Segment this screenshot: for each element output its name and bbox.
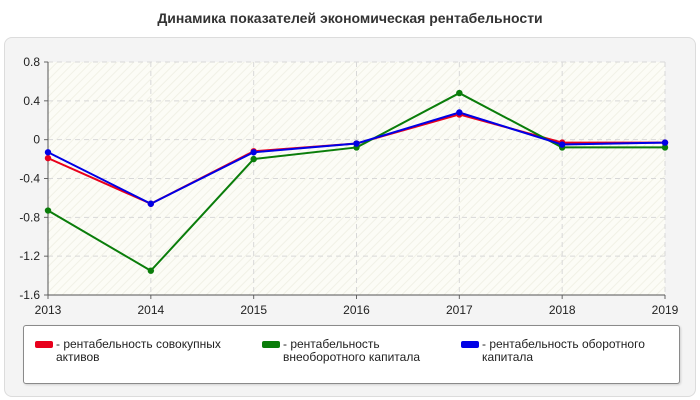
data-point-noncurrent bbox=[44, 207, 52, 214]
y-tick-label: -0.4 bbox=[19, 172, 40, 186]
data-point-current bbox=[353, 140, 360, 147]
x-tick-label: 2019 bbox=[652, 303, 679, 317]
data-point-noncurrent bbox=[661, 144, 669, 151]
legend-swatch-red bbox=[35, 341, 53, 348]
y-tick-label: 0.8 bbox=[23, 55, 40, 69]
y-tick-label: -1.2 bbox=[19, 249, 40, 263]
y-axis-tick-labels: 0.8 0.4 0 -0.4 -0.8 -1.2 -1.6 bbox=[19, 55, 40, 302]
legend-item-current[interactable]: - рентабельность оборотного капитала bbox=[461, 338, 666, 364]
data-point-current bbox=[44, 149, 52, 156]
x-tick-label: 2018 bbox=[549, 303, 576, 317]
data-point-current bbox=[456, 109, 463, 116]
legend-label: - рентабельность внеоборотного капитала bbox=[283, 337, 420, 364]
x-tick-label: 2015 bbox=[240, 303, 267, 317]
x-tick-label: 2013 bbox=[35, 303, 62, 317]
x-tick-label: 2017 bbox=[446, 303, 473, 317]
legend-label: - рентабельность оборотного капитала bbox=[482, 337, 645, 364]
data-point-current bbox=[558, 141, 566, 148]
x-tick-label: 2014 bbox=[137, 303, 164, 317]
data-point-noncurrent bbox=[456, 89, 463, 97]
legend-swatch-blue bbox=[461, 341, 479, 348]
data-point-current bbox=[250, 149, 257, 156]
y-tick-label: -1.6 bbox=[19, 288, 40, 302]
data-point-noncurrent bbox=[250, 155, 257, 163]
legend-item-assets[interactable]: - рентабельность совокупных активов bbox=[35, 338, 250, 364]
legend-item-noncurrent[interactable]: - рентабельность внеоборотного капитала bbox=[262, 338, 442, 364]
data-point-current bbox=[661, 139, 669, 146]
data-point-noncurrent bbox=[147, 267, 155, 274]
series-group bbox=[44, 89, 669, 274]
y-tick-label: 0 bbox=[33, 133, 40, 147]
legend-swatch-green bbox=[262, 341, 280, 348]
chart-title: Динамика показателей экономическая рента… bbox=[157, 10, 543, 26]
data-point-current bbox=[147, 200, 155, 207]
data-point-assets bbox=[44, 154, 52, 162]
x-axis-tick-labels: 2013 2014 2015 2016 2017 2018 2019 bbox=[35, 303, 679, 317]
y-tick-label: -0.8 bbox=[19, 210, 40, 224]
legend-label: - рентабельность совокупных активов bbox=[56, 337, 221, 364]
axes bbox=[47, 62, 665, 296]
y-tick-label: 0.4 bbox=[23, 94, 40, 108]
legend: - рентабельность совокупных активов - ре… bbox=[23, 325, 680, 384]
x-tick-label: 2016 bbox=[343, 303, 370, 317]
